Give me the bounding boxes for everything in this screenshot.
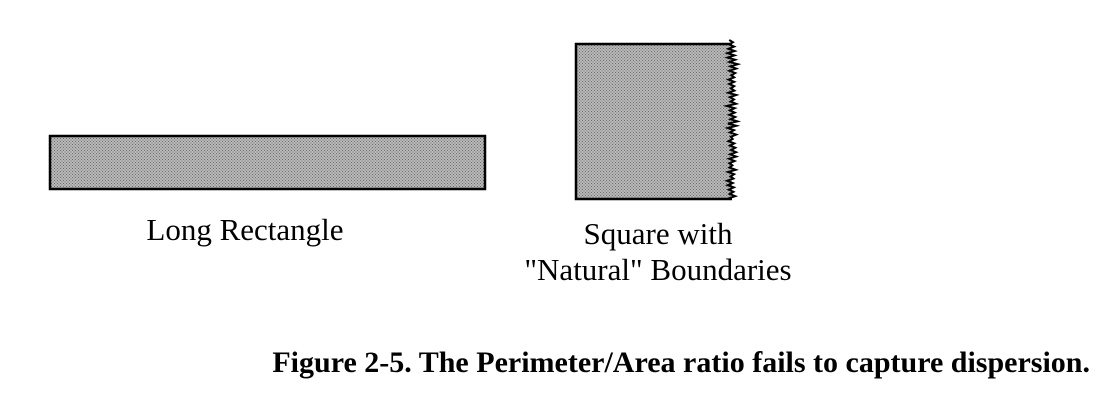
square-body bbox=[576, 44, 732, 199]
long-rectangle-label: Long Rectangle bbox=[50, 212, 440, 248]
square-with-natural-boundaries bbox=[576, 40, 738, 199]
square-label-line-1: Square with bbox=[480, 216, 836, 252]
square-label: Square with "Natural" Boundaries bbox=[480, 216, 836, 288]
long-rectangle bbox=[50, 136, 485, 189]
figure-caption: Figure 2-5. The Perimeter/Area ratio fai… bbox=[0, 345, 1102, 381]
square-label-line-2: "Natural" Boundaries bbox=[480, 252, 836, 288]
